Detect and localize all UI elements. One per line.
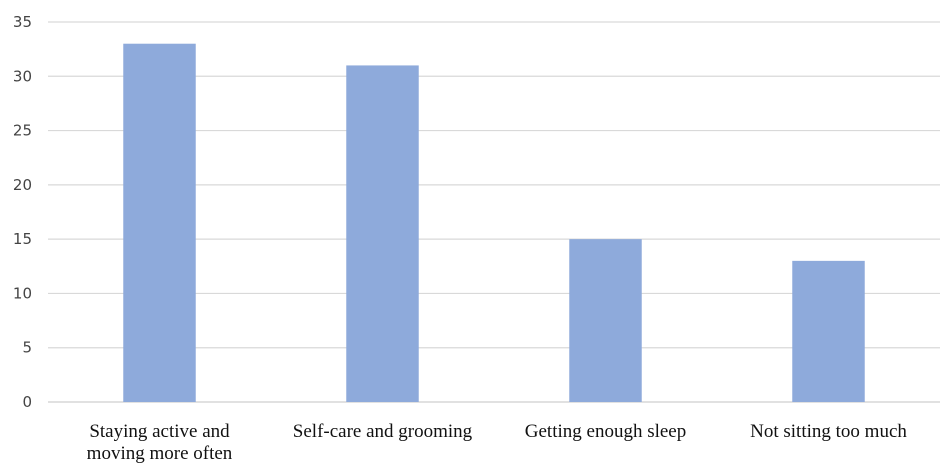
bar: [569, 239, 642, 402]
bars: [123, 43, 865, 402]
y-tick-label: 35: [13, 13, 32, 31]
x-tick-label-line: Getting enough sleep: [525, 421, 686, 442]
gridlines: [48, 21, 940, 403]
y-tick-label: 25: [13, 122, 32, 140]
y-tick-label: 15: [13, 230, 32, 248]
y-axis-ticks: 0 5 10 15 20 25 30 35: [13, 13, 32, 411]
x-tick-label: Getting enough sleep: [525, 421, 686, 442]
x-tick-label-line: Staying active and: [89, 421, 230, 442]
y-tick-label: 5: [22, 339, 32, 357]
bar: [792, 260, 865, 402]
x-tick-label: Staying active and moving more often: [87, 421, 233, 464]
y-tick-label: 20: [13, 176, 32, 194]
x-tick-label-line: moving more often: [87, 443, 233, 464]
bar: [346, 65, 419, 402]
bar: [123, 43, 196, 402]
y-tick-label: 10: [13, 284, 32, 302]
x-tick-label: Not sitting too much: [750, 421, 907, 442]
y-tick-label: 0: [22, 393, 32, 411]
x-axis-labels: Staying active and moving more often Self-…: [87, 421, 908, 464]
y-tick-label: 30: [13, 67, 32, 85]
x-tick-label: Self-care and grooming: [293, 421, 473, 442]
x-tick-label-line: Not sitting too much: [750, 421, 907, 442]
x-tick-label-line: Self-care and grooming: [293, 421, 473, 442]
